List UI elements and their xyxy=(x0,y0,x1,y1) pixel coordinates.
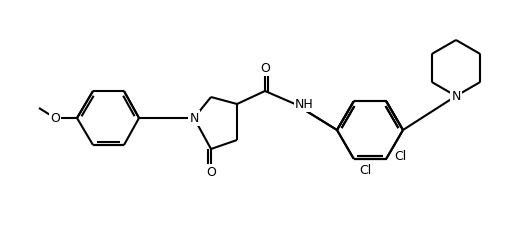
Text: NH: NH xyxy=(295,98,314,110)
Text: Cl: Cl xyxy=(395,150,407,163)
Text: N: N xyxy=(451,89,461,103)
Text: N: N xyxy=(189,111,198,124)
Text: O: O xyxy=(206,165,216,178)
Text: O: O xyxy=(50,111,60,124)
Text: O: O xyxy=(260,61,270,74)
Text: Cl: Cl xyxy=(359,164,371,177)
